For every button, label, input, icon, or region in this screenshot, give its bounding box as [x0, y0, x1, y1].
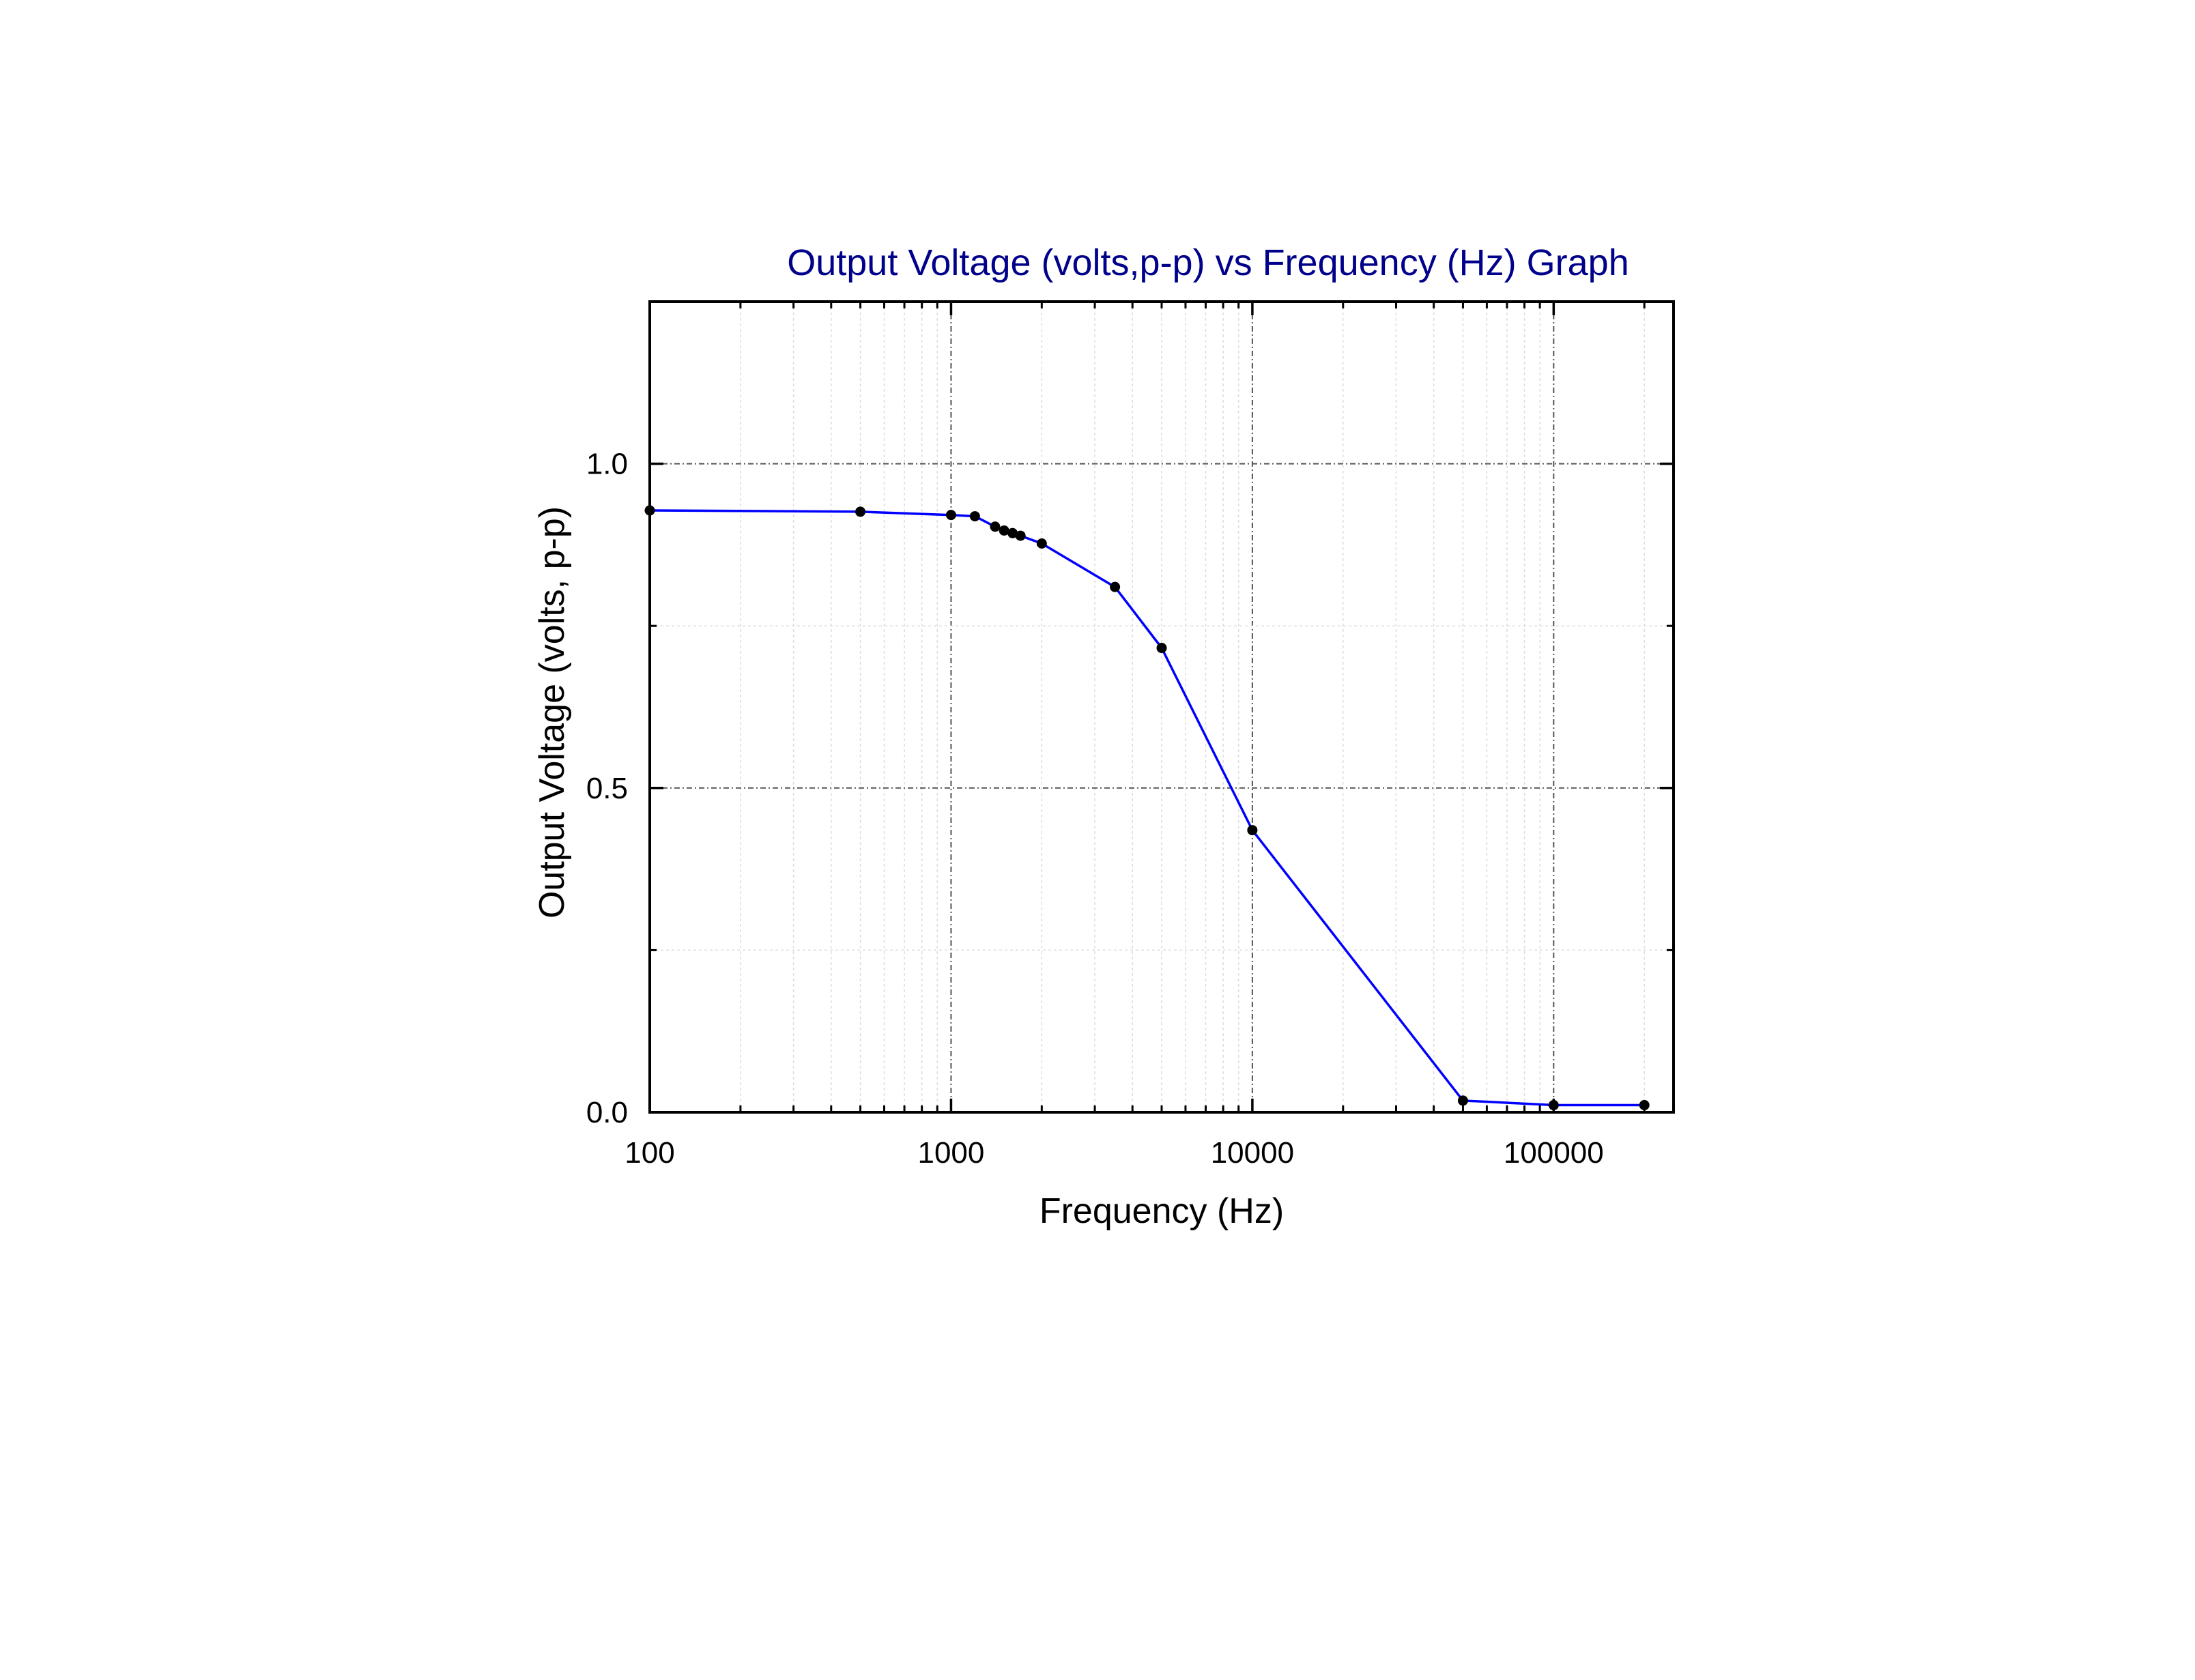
y-tick-label: 1.0 [586, 448, 628, 481]
tick-labels: 100 1000 10000 100000 0.0 0.5 1.0 [586, 448, 1604, 1170]
data-point [1457, 1095, 1468, 1106]
x-tick-label: 100000 [1504, 1136, 1604, 1170]
y-axis-title: Output Voltage (volts, p-p) [532, 506, 572, 918]
x-tick-label: 100 [625, 1136, 674, 1170]
y-tick-label: 0.0 [586, 1096, 628, 1129]
x-tick-label: 10000 [1211, 1136, 1294, 1170]
data-point [990, 521, 1001, 532]
data-point [1007, 527, 1018, 538]
chart-title: Output Voltage (volts,p-p) vs Frequency … [787, 242, 1629, 283]
data-point [969, 511, 980, 522]
data-point [855, 506, 866, 517]
x-tick-label: 1000 [917, 1136, 984, 1170]
series [644, 505, 1650, 1111]
data-point [1015, 530, 1026, 541]
data-point [1156, 643, 1167, 654]
plot-frame [648, 300, 1675, 1114]
x-axis-title: Frequency (Hz) [1039, 1191, 1284, 1231]
data-point [1036, 538, 1047, 549]
data-point [945, 510, 956, 521]
y-tick-label: 0.5 [586, 772, 628, 805]
data-point [1639, 1100, 1650, 1111]
grid [650, 302, 1674, 1112]
data-point [999, 525, 1009, 536]
data-point [1110, 581, 1121, 592]
data-point [1247, 825, 1258, 836]
data-point [1548, 1100, 1559, 1111]
